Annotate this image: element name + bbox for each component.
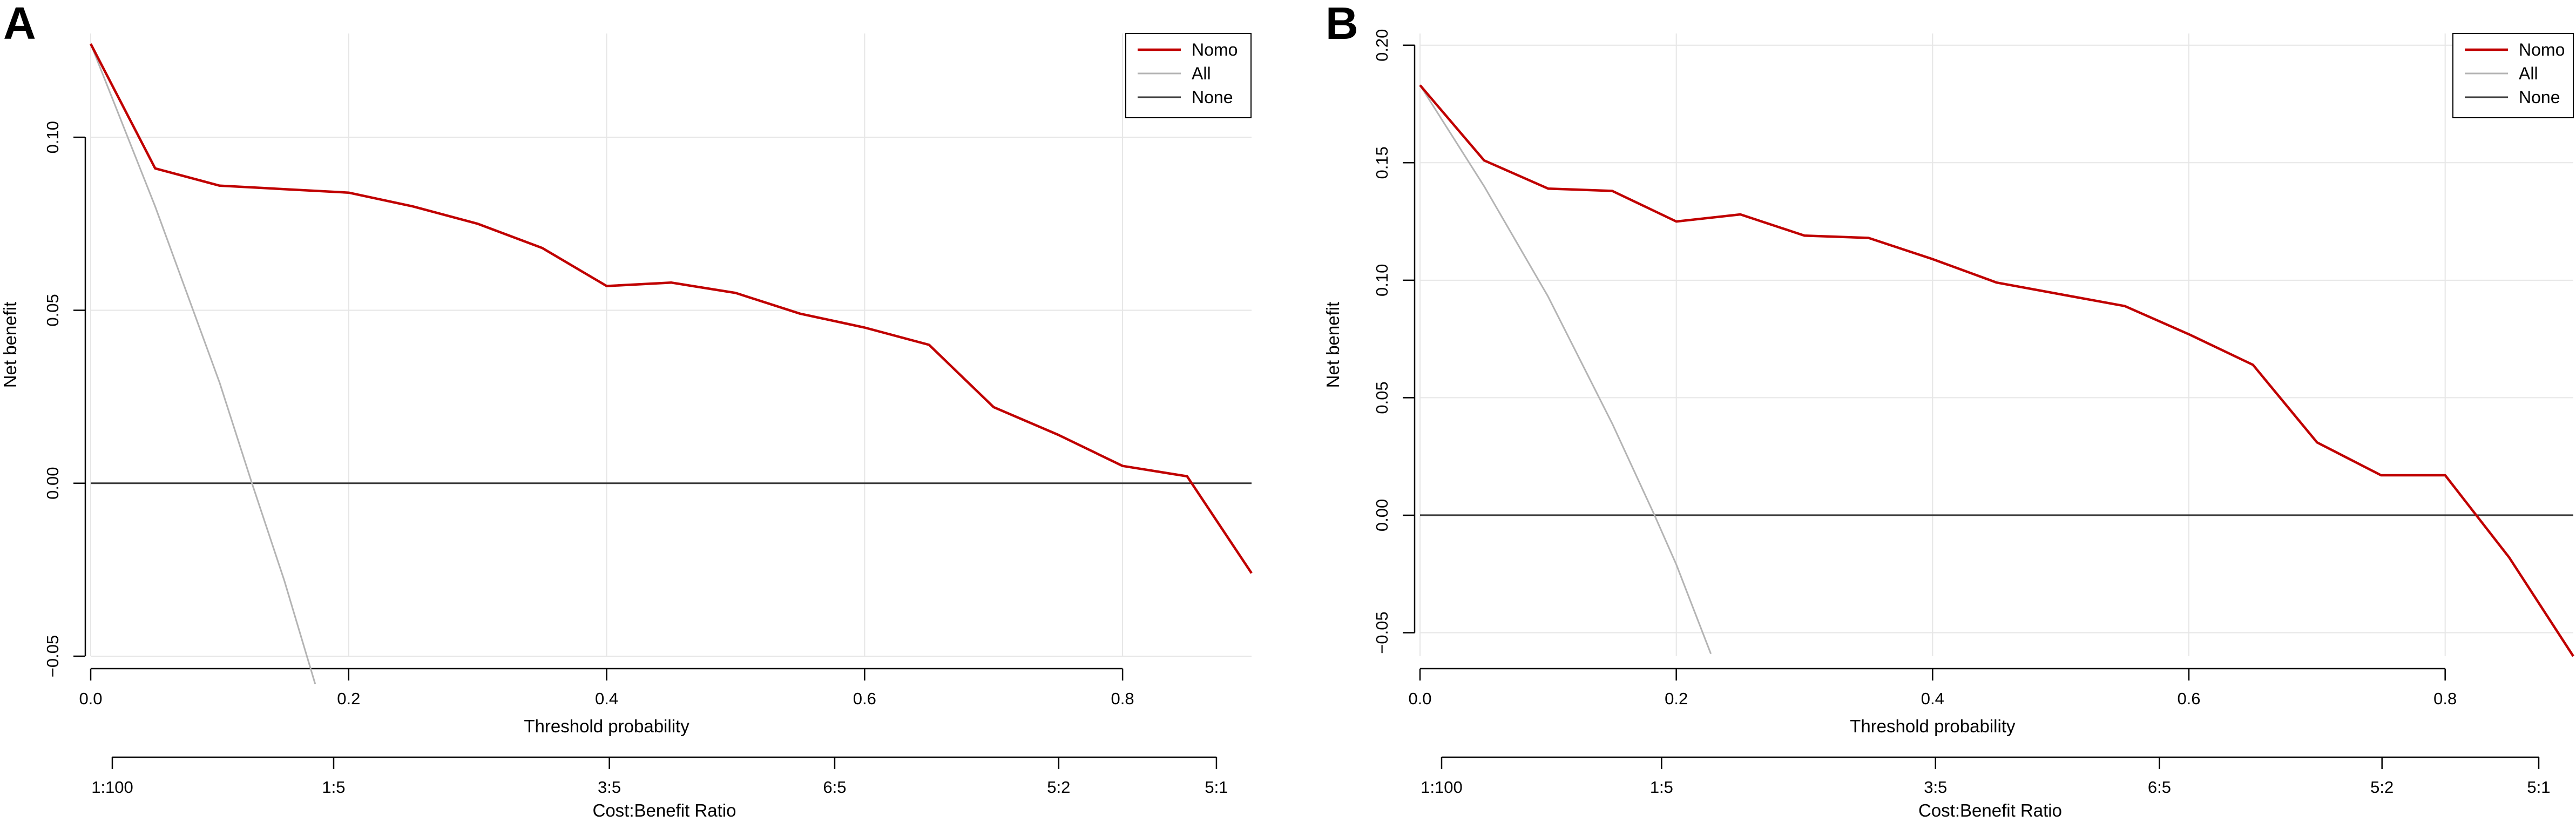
x-axis-title: Threshold probability bbox=[524, 716, 689, 736]
secondary-tick-label: 3:5 bbox=[598, 778, 621, 797]
y-tick-label: −0.05 bbox=[43, 635, 62, 677]
y-tick-label: 0.15 bbox=[1372, 146, 1391, 179]
y-tick-label: 0.00 bbox=[43, 467, 62, 500]
x-tick-label: 0.8 bbox=[2433, 689, 2457, 708]
y-tick-label: 0.20 bbox=[1372, 29, 1391, 62]
x-tick-label: 0.8 bbox=[1111, 689, 1134, 708]
y-tick-label: 0.05 bbox=[43, 294, 62, 326]
x-tick-label: 0.0 bbox=[1408, 689, 1431, 708]
secondary-tick-label: 6:5 bbox=[2148, 778, 2171, 797]
y-tick-label: 0.00 bbox=[1372, 499, 1391, 531]
series-line-nomo bbox=[90, 43, 1253, 574]
x-tick-label: 0.6 bbox=[2177, 689, 2200, 708]
legend-label: None bbox=[1192, 87, 1233, 107]
secondary-tick-label: 3:5 bbox=[1924, 778, 1947, 797]
secondary-tick-label: 5:2 bbox=[2370, 778, 2394, 797]
secondary-tick-label: 5:2 bbox=[1047, 778, 1070, 797]
secondary-tick-label: 1:100 bbox=[91, 778, 133, 797]
y-tick-label: 0.10 bbox=[1372, 264, 1391, 297]
x-tick-label: 0.4 bbox=[1921, 689, 1944, 708]
secondary-axis-title: Cost:Benefit Ratio bbox=[1918, 800, 2062, 820]
panel-letter: A bbox=[3, 0, 36, 49]
secondary-tick-label: 1:5 bbox=[1650, 778, 1673, 797]
x-tick-label: 0.4 bbox=[595, 689, 618, 708]
y-axis-title: Net benefit bbox=[1323, 302, 1343, 388]
x-axis-title: Threshold probability bbox=[1850, 716, 2016, 736]
legend-label: All bbox=[1192, 64, 1211, 83]
legend-label: Nomo bbox=[1192, 40, 1238, 59]
x-tick-label: 0.2 bbox=[337, 689, 360, 708]
panel-b: B −0.05 0.00 0.05 0.10 0.15 0.20 Net benefit 0.0… bbox=[1323, 0, 2574, 820]
series-line-all bbox=[90, 43, 316, 684]
secondary-tick-label: 5:1 bbox=[1205, 778, 1228, 797]
series-line-all bbox=[1419, 84, 1712, 655]
y-tick-label: 0.05 bbox=[1372, 381, 1391, 414]
x-tick-label: 0.0 bbox=[79, 689, 102, 708]
legend-box bbox=[2452, 33, 2574, 118]
x-tick-label: 0.6 bbox=[853, 689, 876, 708]
secondary-tick-label: 1:100 bbox=[1421, 778, 1463, 797]
panel-a: A −0.05 0.00 0.05 0.10 Net benefit 0.0 0.2 0.4 0.… bbox=[0, 0, 1253, 820]
series-line-nomo bbox=[1419, 84, 2574, 657]
y-tick-label: 0.10 bbox=[43, 121, 62, 153]
legend-box bbox=[1125, 33, 1252, 118]
legend-label: All bbox=[2519, 64, 2538, 83]
secondary-axis-title: Cost:Benefit Ratio bbox=[592, 800, 736, 820]
panel-letter: B bbox=[1326, 0, 1358, 49]
y-tick-label: −0.05 bbox=[1372, 611, 1391, 653]
secondary-tick-label: 5:1 bbox=[2527, 778, 2550, 797]
secondary-tick-label: 6:5 bbox=[823, 778, 846, 797]
x-tick-label: 0.2 bbox=[1665, 689, 1688, 708]
secondary-tick-label: 1:5 bbox=[322, 778, 345, 797]
legend-label: None bbox=[2519, 87, 2560, 107]
y-axis-title: Net benefit bbox=[0, 302, 20, 388]
legend-label: Nomo bbox=[2519, 40, 2565, 59]
